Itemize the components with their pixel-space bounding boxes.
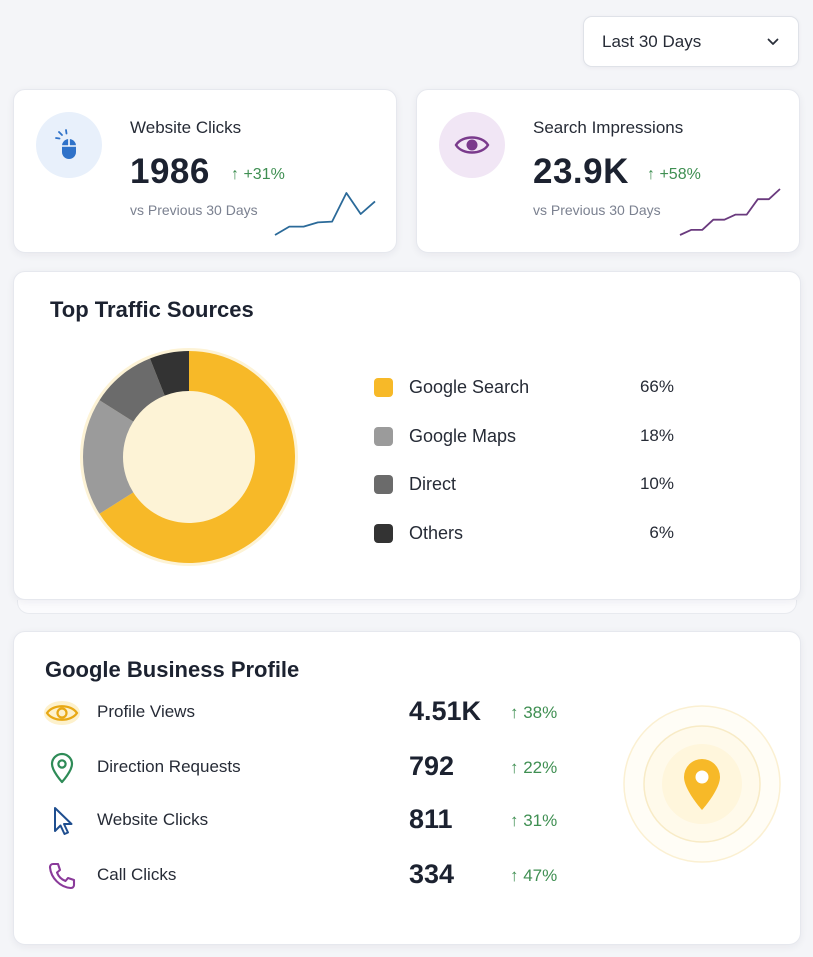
sparkline-website-clicks [274, 192, 376, 236]
legend-item-google-maps: Google Maps 18% [374, 425, 674, 447]
metric-change: ↑ 47% [510, 866, 558, 885]
legend-percent: 10% [639, 474, 674, 493]
donut-slice-others [149, 351, 189, 396]
legend-item-others: Others 6% [374, 522, 674, 544]
metric-row-website-clicks[interactable]: Website Clicks 811 ↑ 31% [42, 801, 602, 841]
kpi-card-search-impressions[interactable]: Search Impressions 23.9K ↑ +58% vs Previ… [416, 89, 800, 253]
legend-swatch [374, 426, 393, 446]
legend-item-direct: Direct 10% [374, 473, 674, 495]
donut-slice-direct [99, 358, 165, 422]
donut-slice-google-maps [82, 400, 134, 514]
metric-label: Website Clicks [97, 810, 209, 829]
kpi-card-website-clicks[interactable]: Website Clicks 1986 ↑ +31% vs Previous 3… [13, 89, 397, 253]
traffic-donut-chart [80, 348, 298, 566]
legend-label: Google Search [409, 376, 530, 397]
metric-change: ↑ 22% [510, 758, 558, 777]
section-title: Top Traffic Sources [50, 297, 254, 322]
sparkline-path [274, 192, 376, 236]
kpi-value: 1986 [130, 152, 210, 191]
legend-percent: 6% [649, 523, 674, 542]
sparkline-search-impressions [679, 188, 781, 236]
legend-label: Direct [409, 473, 457, 494]
kpi-change: ↑ +58% [647, 166, 701, 183]
legend-swatch [374, 523, 393, 543]
donut-slice-google-search [99, 351, 295, 563]
map-pin-icon [622, 704, 782, 864]
date-range-select[interactable]: Last 30 Days [583, 16, 799, 67]
legend-item-google-search: Google Search 66% [374, 376, 674, 398]
metric-value: 792 [409, 751, 455, 781]
kpi-subtitle: vs Previous 30 Days [533, 202, 661, 218]
phone-icon [42, 860, 82, 892]
business-profile-card: Google Business Profile Profile Views 4.… [13, 631, 801, 945]
metric-row-direction-requests[interactable]: Direction Requests 792 ↑ 22% [42, 748, 602, 788]
legend-percent: 18% [639, 426, 674, 445]
eye-icon [42, 697, 82, 729]
metric-value: 811 [409, 804, 453, 834]
metric-change: ↑ 38% [510, 703, 558, 722]
kpi-title: Website Clicks [130, 118, 242, 137]
metric-label: Direction Requests [97, 757, 241, 776]
legend-label: Others [409, 522, 464, 543]
metric-value: 4.51K [409, 696, 482, 726]
metric-row-call-clicks[interactable]: Call Clicks 334 ↑ 47% [42, 856, 602, 896]
kpi-title: Search Impressions [533, 118, 684, 137]
kpi-value: 23.9K [533, 152, 629, 191]
legend-swatch [374, 474, 393, 494]
chevron-down-icon [767, 38, 779, 45]
metric-value: 334 [409, 859, 455, 889]
cursor-icon [42, 805, 82, 837]
card-stack-shadow [17, 600, 797, 614]
metric-label: Profile Views [97, 702, 195, 721]
section-title: Google Business Profile [45, 657, 300, 682]
date-range-label: Last 30 Days [602, 31, 702, 51]
kpi-change: ↑ +31% [231, 166, 285, 183]
location-pin-icon [42, 752, 82, 784]
sparkline-path [679, 188, 781, 236]
legend-percent: 66% [639, 377, 674, 396]
metric-change: ↑ 31% [510, 811, 558, 830]
metric-label: Call Clicks [97, 865, 177, 884]
eye-icon [439, 112, 505, 178]
traffic-sources-card: Top Traffic Sources Google Search 66% Go… [13, 271, 801, 600]
legend-swatch [374, 377, 393, 397]
mouse-icon [36, 112, 102, 178]
kpi-subtitle: vs Previous 30 Days [130, 202, 258, 218]
legend-label: Google Maps [409, 425, 517, 446]
metric-row-profile-views[interactable]: Profile Views 4.51K ↑ 38% [42, 693, 602, 733]
